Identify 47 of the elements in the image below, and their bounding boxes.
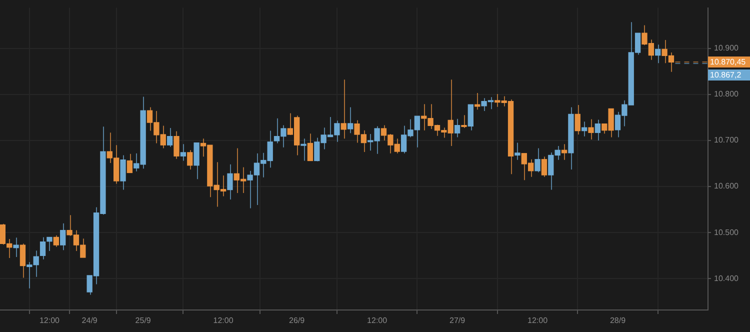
ref-line-label: 10.870,45 (710, 58, 746, 67)
candlestick (534, 148, 540, 173)
y-tick-label: 10.400 (714, 274, 740, 283)
candlestick (187, 150, 193, 170)
candlestick (474, 92, 480, 110)
candlestick (194, 142, 200, 180)
x-tick-label: 25/9 (135, 316, 152, 326)
candlestick (180, 144, 186, 162)
candlestick (174, 130, 180, 160)
candlestick (468, 104, 474, 131)
candlestick (541, 156, 548, 178)
candlestick (20, 243, 26, 278)
y-tick-label: 10.800 (714, 90, 740, 99)
candlestick (655, 44, 661, 64)
candlestick (166, 128, 173, 148)
x-tick-label: 27/9 (450, 316, 466, 326)
x-tick-label: 12:00 (528, 316, 548, 326)
y-tick-label: 10.500 (714, 228, 740, 237)
x-tick-label: 12:00 (39, 316, 60, 326)
y-tick-label: 10.900 (714, 44, 740, 53)
candlestick (588, 118, 594, 140)
candlestick (53, 234, 59, 248)
candlestick (120, 154, 126, 190)
x-tick-label: 28/9 (610, 316, 626, 326)
x-tick-label: 12:00 (367, 316, 388, 326)
candlestick (347, 106, 354, 134)
candlestick (307, 133, 314, 162)
candlestick (514, 142, 520, 160)
candlestick (300, 138, 306, 162)
ref-line-label: 10.867,2 (710, 70, 742, 80)
candlestick (13, 237, 19, 258)
candlestick (227, 164, 233, 200)
candlestick (594, 119, 601, 141)
candlestick (574, 104, 580, 135)
x-tick-label: 24/9 (82, 316, 98, 326)
candlestick (581, 121, 588, 137)
candlestick (454, 118, 460, 138)
candlestick (340, 79, 346, 140)
x-tick-label: 12:00 (213, 316, 234, 326)
y-tick-label: 10.600 (714, 182, 740, 191)
candlestick (461, 114, 467, 129)
y-tick-label: 10.700 (714, 136, 740, 145)
x-tick-label: 26/9 (289, 316, 306, 326)
candlestick (60, 222, 66, 251)
candlestick (126, 153, 133, 174)
candlestick (40, 236, 46, 260)
candlestick (46, 236, 52, 252)
